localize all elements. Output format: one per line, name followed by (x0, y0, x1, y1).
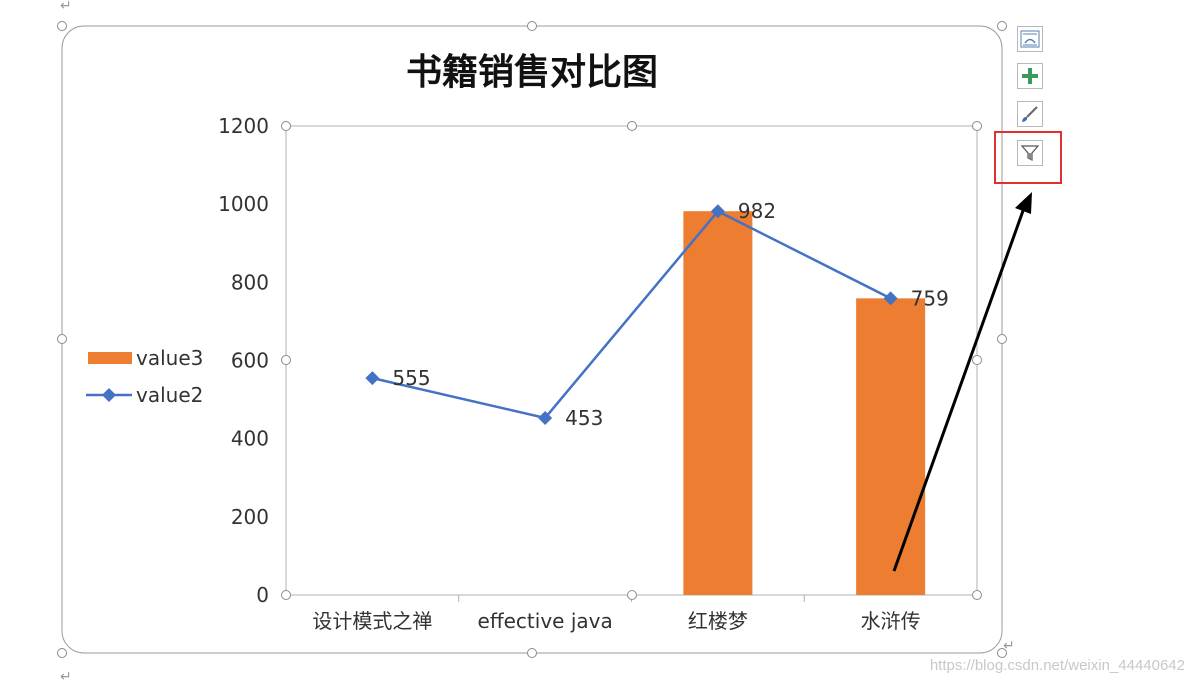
bar-value3[interactable] (683, 211, 753, 595)
resize-handle[interactable] (57, 648, 67, 658)
line-marker[interactable] (883, 291, 898, 306)
data-label[interactable]: 759 (911, 286, 949, 310)
plot-resize-handle[interactable] (972, 590, 982, 600)
watermark-text: https://blog.csdn.net/weixin_44440642 (929, 657, 1185, 674)
legend-label: value2 (136, 383, 203, 407)
chart-filter-button[interactable] (1017, 140, 1043, 166)
chart-filter-icon (1020, 145, 1040, 161)
plot-resize-handle[interactable] (627, 590, 637, 600)
line-marker[interactable] (365, 371, 380, 386)
y-tick-label: 1200 (218, 114, 269, 138)
resize-handle[interactable] (57, 21, 67, 31)
y-tick-label: 1000 (218, 192, 269, 216)
bar-value3[interactable] (856, 298, 926, 595)
chart-elements-plus-icon (1022, 68, 1038, 84)
y-tick-label: 600 (231, 349, 269, 373)
x-category-label: 红楼梦 (688, 609, 748, 633)
line-layer (365, 204, 898, 425)
selection-handles[interactable] (57, 21, 1007, 658)
line-marker[interactable] (710, 204, 725, 219)
y-tick-label: 0 (256, 583, 269, 607)
x-category-label: 设计模式之禅 (312, 609, 432, 633)
x-category-label: 水浒传 (861, 609, 921, 633)
line-value2[interactable] (372, 209, 892, 420)
plot-resize-handle[interactable] (972, 355, 982, 365)
legend[interactable]: value3 value2 (86, 346, 203, 407)
chart-layout-button[interactable] (1017, 26, 1043, 52)
plot-resize-handle[interactable] (627, 121, 637, 131)
line-marker[interactable] (538, 410, 553, 425)
bars-layer (683, 211, 926, 595)
resize-handle[interactable] (997, 21, 1007, 31)
plot-resize-handle[interactable] (281, 121, 291, 131)
data-labels-layer: 555 453 982 759 (392, 199, 948, 430)
chart-styles-brush-icon (1022, 106, 1038, 122)
paragraph-mark-icon: ↵ (60, 0, 72, 14)
resize-handle[interactable] (57, 334, 67, 344)
chart-layout-icon (1020, 30, 1040, 48)
data-label[interactable]: 982 (738, 199, 776, 223)
legend-marker (102, 388, 116, 402)
x-category-label: effective java (478, 609, 613, 633)
chart-elements-button[interactable] (1017, 63, 1043, 89)
plot-resize-handle[interactable] (972, 121, 982, 131)
annotation-highlight-box (994, 131, 1062, 184)
legend-bar-swatch (88, 352, 132, 364)
paragraph-mark-icon: ↵ (1003, 638, 1015, 654)
data-label[interactable]: 453 (565, 406, 603, 430)
y-tick-label: 200 (231, 505, 269, 529)
resize-handle[interactable] (997, 334, 1007, 344)
data-label[interactable]: 555 (392, 366, 430, 390)
chart-styles-button[interactable] (1017, 101, 1043, 127)
y-tick-label: 400 (231, 427, 269, 451)
legend-label: value3 (136, 346, 203, 370)
y-tick-label: 800 (231, 270, 269, 294)
resize-handle[interactable] (997, 648, 1007, 658)
paragraph-mark-icon: ↵ (60, 669, 72, 685)
axes-layer: 0 200 400 600 800 1000 1200 设计模式之禅 effective jav… (218, 114, 977, 633)
annotation-arrow (892, 192, 1032, 572)
resize-handle[interactable] (527, 648, 537, 658)
plot-resize-handle[interactable] (281, 590, 291, 600)
chart-title[interactable]: 书籍销售对比图 (406, 52, 658, 93)
plot-resize-handle[interactable] (281, 355, 291, 365)
resize-handle[interactable] (527, 21, 537, 31)
